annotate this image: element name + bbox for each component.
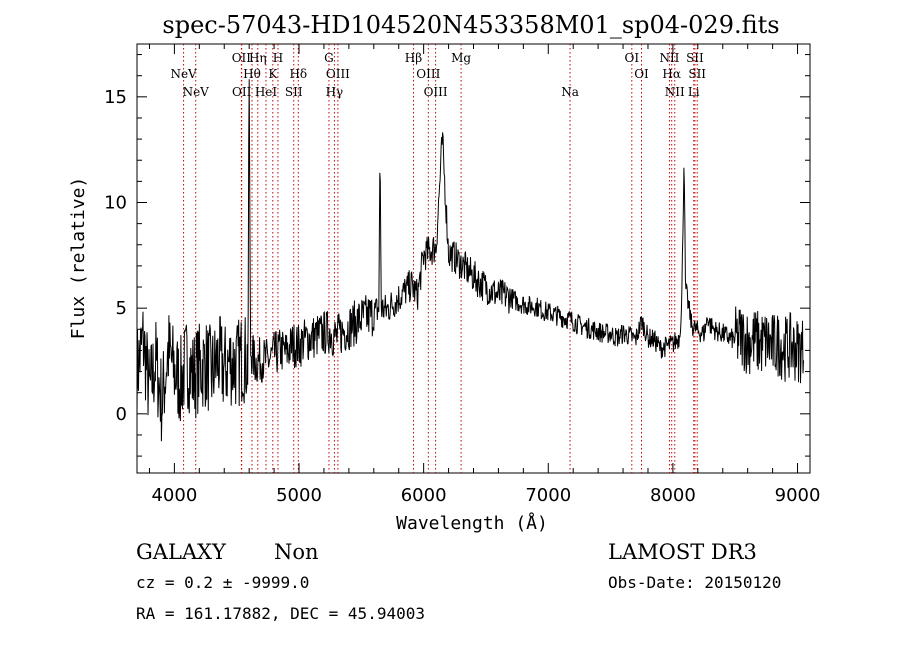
plot-border [136, 43, 811, 474]
observation-date: Obs-Date: 20150120 [608, 573, 781, 592]
x-tick-label: 8000 [650, 485, 696, 506]
chart-title: spec-57043-HD104520N453358M01_sp04-029.f… [162, 11, 779, 39]
spectral-line-label: OIII [416, 67, 440, 81]
spectral-line-label: Na [561, 85, 579, 99]
spectral-line-label: OIII [326, 67, 350, 81]
y-tick-label: 5 [116, 298, 127, 319]
survey-name: LAMOST DR3 [608, 540, 757, 564]
x-tick-label: 9000 [775, 485, 821, 506]
redshift-cz: cz = 0.2 ± -9999.0 [136, 573, 309, 592]
spectral-line-label: G [324, 51, 334, 65]
x-tick-label: 5000 [276, 485, 322, 506]
x-tick-label: 4000 [151, 485, 197, 506]
x-tick-label: 6000 [401, 485, 447, 506]
spectral-line-label: OI [625, 51, 640, 65]
spectral-line-label: NeV [183, 85, 210, 99]
x-axis-label: Wavelength (Å) [396, 512, 548, 534]
spectral-line-label: Hα [662, 67, 681, 81]
object-subclass: Non [274, 540, 319, 564]
ra-dec: RA = 161.17882, DEC = 45.94003 [136, 604, 425, 623]
y-axis-label: Flux (relative) [68, 177, 89, 340]
spectral-line-label: HeI [255, 85, 278, 99]
spectral-line-label: Hβ [405, 51, 422, 65]
y-tick-label: 0 [116, 404, 127, 425]
spectral-line-label: SII [285, 85, 303, 99]
spectral-line-label: NII [659, 51, 679, 65]
spectral-line-label: SII [686, 51, 704, 65]
spectral-line-label: Hγ [326, 85, 344, 99]
y-tick-label: 10 [104, 192, 127, 213]
y-tick-label: 15 [104, 87, 127, 108]
plot-frame [136, 43, 811, 474]
spectral-line-label: Li [688, 85, 700, 99]
spectral-line-label: OI [634, 67, 649, 81]
spectral-line-label: K [268, 67, 278, 81]
object-class: GALAXY [136, 540, 227, 564]
spectral-line-label: Hη [249, 51, 267, 65]
spectral-line-label: OII [232, 85, 252, 99]
axis-ticks: 4000 5000 6000 7000 8000 9000 0 5 10 15 [104, 44, 820, 506]
spectral-line-label: Mg [451, 51, 471, 65]
spectrum-series [136, 79, 804, 442]
spectral-line-label: Hδ [289, 67, 307, 81]
spectral-line-labels: NeVNeVOIIOIIHηHθHKHeIHδSIIGOIIIHγHβOIIIO… [170, 51, 706, 99]
x-tick-label: 7000 [525, 485, 571, 506]
spectral-line-label: Hθ [243, 67, 261, 81]
spectral-line-markers [183, 44, 698, 473]
spectral-line-label: NeV [170, 67, 197, 81]
spectral-line-label: SII [688, 67, 706, 81]
spectral-line-label: OII [232, 51, 252, 65]
spectrum-line [136, 79, 804, 442]
spectral-line-label: NII [665, 85, 685, 99]
spectral-line-label: H [273, 51, 283, 65]
spectral-line-label: OIII [424, 85, 448, 99]
